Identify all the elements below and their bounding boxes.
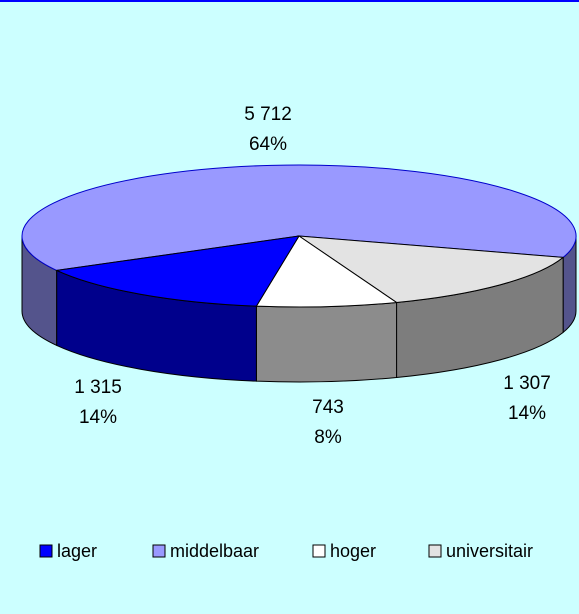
slice	[255, 235, 398, 308]
percent-label: 8%	[314, 427, 342, 448]
legend-label: universitair	[446, 541, 533, 561]
legend-label: hoger	[330, 541, 376, 561]
legend-swatch	[312, 544, 326, 558]
slice	[21, 164, 577, 271]
value-label: 1 307	[503, 373, 551, 394]
legend-swatch	[152, 544, 166, 558]
slice	[54, 235, 300, 307]
value-label: 1 315	[74, 377, 122, 398]
percent-label: 14%	[508, 403, 546, 424]
slice-side	[255, 301, 398, 383]
slice	[297, 235, 565, 303]
legend-swatch	[39, 544, 53, 558]
percent-label: 64%	[249, 134, 287, 155]
legend-label: lager	[57, 541, 97, 561]
legend-swatch	[428, 544, 442, 558]
value-label: 5 712	[244, 104, 292, 125]
percent-label: 14%	[79, 407, 117, 428]
legend-label: middelbaar	[170, 541, 259, 561]
value-label: 743	[312, 397, 344, 418]
